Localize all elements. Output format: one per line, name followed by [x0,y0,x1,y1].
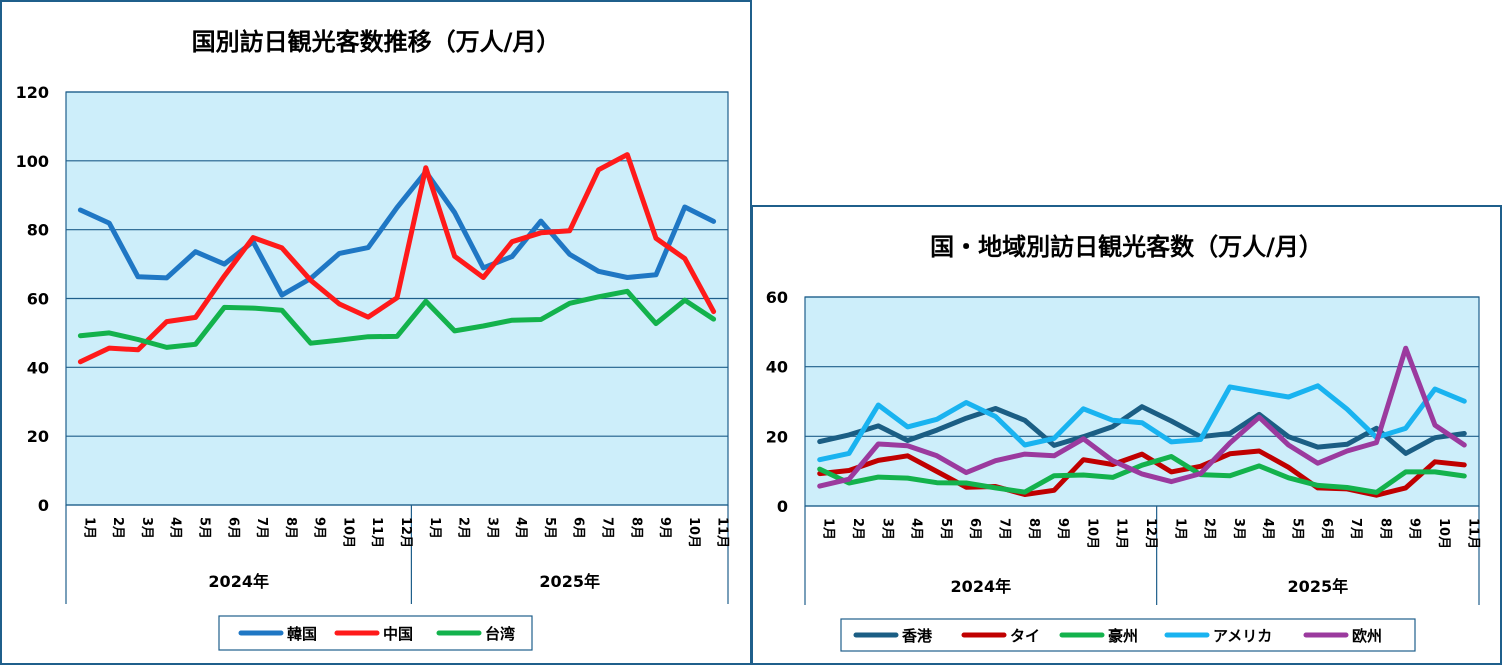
plot-area [804,296,1480,507]
series-line-2 [817,454,1467,495]
legend-label: タイ [1010,627,1040,645]
x-tick-label: 7月 [1348,518,1363,540]
y-tick-label: 60 [766,288,788,307]
x-tick-label: 6月 [967,518,982,540]
series-line-2 [77,288,717,350]
y-tick-label: 20 [27,427,49,446]
series-line-1 [77,152,717,365]
x-tick-label: 5月 [542,517,557,539]
x-tick-label: 4月 [168,517,183,539]
line-chart-countries: 国別訪日観光客数推移（万人/月） 0 20 40 60 80 100 120 2024年 2025… [16,28,730,651]
x-tick-label: 11月 [715,517,730,548]
x-tick-label: 2月 [850,518,865,540]
x-tick-label: 1月 [821,518,836,540]
series-line-0 [817,404,1467,456]
x-tick-label: 5月 [197,517,212,539]
y-tick-label: 40 [27,358,49,377]
year-label: 2025年 [539,572,600,591]
chart-title: 国別訪日観光客数推移（万人/月） [192,28,561,56]
x-tick-label: 5月 [1290,518,1305,540]
x-tick-label: 2月 [1202,518,1217,540]
x-tick-label: 1月 [1172,518,1187,540]
y-tick-label: 120 [16,83,49,102]
series-line-0 [77,169,717,298]
legend-label: 台湾 [485,625,515,643]
x-tick-label: 3月 [484,517,499,539]
series-line-4 [817,345,1467,489]
legend-label: 欧州 [1352,627,1382,645]
x-tick-label: 6月 [1319,518,1334,540]
x-tick-label: 9月 [312,517,327,539]
x-tick-label: 3月 [1231,518,1246,540]
y-tick-label: 0 [38,496,49,515]
x-tick-label: 10月 [1436,518,1451,549]
x-tick-label: 7月 [254,517,269,539]
x-tick-label: 9月 [1055,518,1070,540]
x-tick-label: 8月 [628,517,643,539]
x-tick-label: 11月 [1465,518,1480,549]
legend-label: 中国 [383,625,413,643]
x-tick-label: 10月 [686,517,701,548]
x-tick-label: 10月 [340,517,355,548]
x-tick-label: 12月 [1143,518,1158,549]
y-tick-label: 0 [777,497,788,516]
x-tick-label: 8月 [1026,518,1041,540]
x-tick-label: 3月 [879,518,894,540]
y-tick-label: 60 [27,290,49,309]
x-tick-label: 2月 [110,517,125,539]
y-tick-label: 20 [766,427,788,446]
chart-panel-left: 国別訪日観光客数推移（万人/月） 0 20 40 60 80 100 120 2024年 2025… [0,0,752,665]
series-line-3 [817,383,1467,463]
chart-panel-right: 国・地域別訪日観光客数（万人/月） 0 20 40 60 2024年 2025年 1月 2月 3月… [751,205,1502,665]
x-tick-label: 4月 [909,518,924,540]
x-tick-label: 7月 [996,518,1011,540]
legend-label: 豪州 [1108,627,1138,645]
x-tick-label: 10月 [1084,518,1099,549]
x-tick-label: 4月 [513,517,528,539]
x-tick-label: 5月 [938,518,953,540]
y-tick-label: 80 [27,221,49,240]
x-tick-label: 8月 [283,517,298,539]
legend-label: アメリカ [1213,627,1272,645]
x-tick-label: 2月 [456,517,471,539]
y-tick-label: 40 [766,358,788,377]
x-tick-label: 12月 [398,517,413,548]
x-tick-label: 3月 [139,517,154,539]
chart-title: 国・地域別訪日観光客数（万人/月） [930,233,1323,261]
x-tick-label: 9月 [657,517,672,539]
y-tick-label: 100 [16,152,49,171]
year-label: 2025年 [1288,577,1349,596]
x-tick-label: 4月 [1260,518,1275,540]
x-tick-label: 7月 [599,517,614,539]
x-tick-label: 1月 [427,517,442,539]
x-tick-label: 1月 [81,517,96,539]
line-chart-regions: 国・地域別訪日観光客数（万人/月） 0 20 40 60 2024年 2025年 1月 2月 3月… [766,233,1480,652]
x-tick-label: 6月 [571,517,586,539]
year-label: 2024年 [208,572,269,591]
legend-label: 韓国 [287,625,317,643]
legend-label: 香港 [902,627,933,645]
x-tick-label: 11月 [1114,518,1129,549]
x-tick-label: 6月 [225,517,240,539]
x-tick-label: 8月 [1377,518,1392,540]
x-tick-label: 11月 [369,517,384,548]
year-label: 2024年 [951,577,1012,596]
x-tick-label: 9月 [1407,518,1422,540]
